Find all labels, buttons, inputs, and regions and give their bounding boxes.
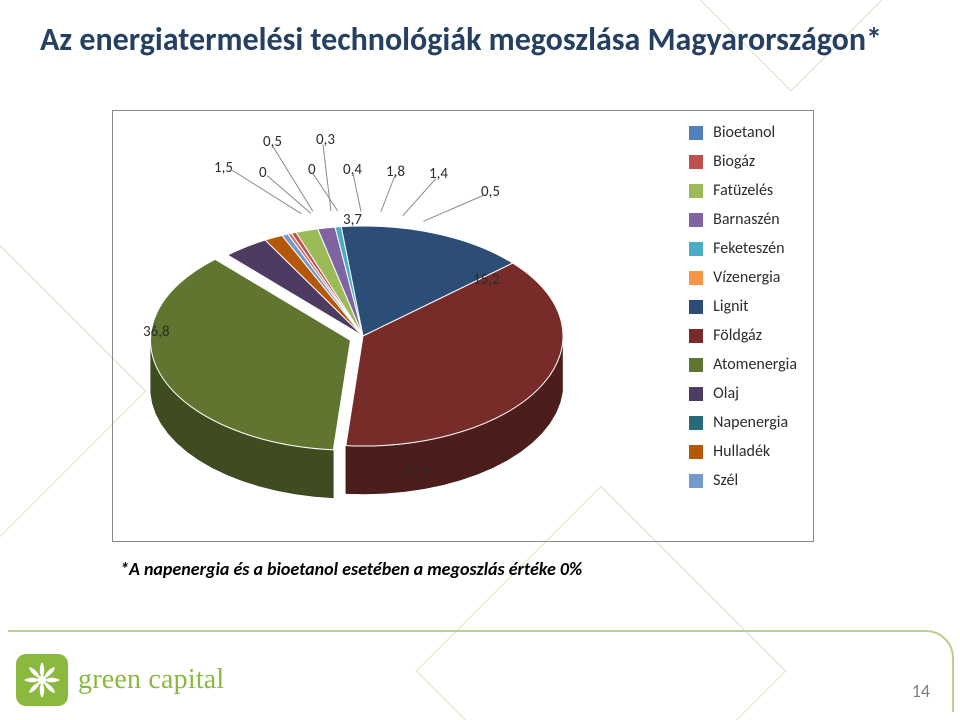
chart-data-label: 0,5 (263, 133, 282, 151)
legend-item: Földgáz (689, 326, 797, 345)
legend-swatch (689, 242, 703, 256)
legend-label: Olaj (713, 384, 739, 403)
legend-label: Fatüzelés (713, 181, 773, 200)
legend-item: Olaj (689, 384, 797, 403)
chart-data-label: 37,9 (403, 463, 430, 481)
chart-data-label: 36,8 (143, 323, 170, 341)
legend-swatch (689, 126, 703, 140)
legend-item: Vízenergia (689, 268, 797, 287)
chart-data-label: 0 (259, 164, 267, 182)
chart-data-label: 15,2 (473, 271, 500, 289)
chart-legend: Bioetanol Biogáz Fatüzelés Barnaszén Feketes… (689, 123, 797, 500)
chart-data-label: 1,4 (429, 165, 448, 183)
legend-swatch (689, 213, 703, 227)
legend-swatch (689, 387, 703, 401)
legend-swatch (689, 271, 703, 285)
logo: green capital (16, 654, 224, 706)
logo-text: green capital (78, 664, 224, 696)
legend-label: Bioetanol (713, 123, 775, 142)
legend-label: Barnaszén (713, 210, 779, 229)
legend-swatch (689, 358, 703, 372)
legend-swatch (689, 155, 703, 169)
legend-item: Atomenergia (689, 355, 797, 374)
legend-swatch (689, 445, 703, 459)
legend-label: Feketeszén (713, 239, 784, 258)
chart-data-label: 0,3 (316, 131, 335, 149)
legend-swatch (689, 300, 703, 314)
slide: Az energiatermelési technológiák megoszl… (0, 0, 960, 720)
legend-swatch (689, 329, 703, 343)
legend-label: Napenergia (713, 413, 788, 432)
legend-item: Napenergia (689, 413, 797, 432)
legend-swatch (689, 416, 703, 430)
pie-chart-frame: Bioetanol Biogáz Fatüzelés Barnaszén Feketes… (112, 110, 814, 542)
legend-item: Feketeszén (689, 239, 797, 258)
footnote: *A napenergia és a bioetanol esetében a … (120, 558, 582, 580)
legend-label: Biogáz (713, 152, 755, 171)
legend-item: Barnaszén (689, 210, 797, 229)
chart-data-label: 0,5 (481, 183, 500, 201)
slide-title: Az energiatermelési technológiák megoszl… (40, 22, 920, 59)
legend-item: Lignit (689, 297, 797, 316)
legend-swatch (689, 184, 703, 198)
legend-item: Fatüzelés (689, 181, 797, 200)
chart-data-label: 3,7 (343, 211, 362, 229)
legend-item: Hulladék (689, 442, 797, 461)
legend-label: Földgáz (713, 326, 762, 345)
legend-label: Vízenergia (713, 268, 780, 287)
chart-data-label: 1,8 (386, 163, 405, 181)
legend-label: Hulladék (713, 442, 770, 461)
chart-data-label: 1,5 (214, 159, 233, 177)
legend-item: Biogáz (689, 152, 797, 171)
page-number: 14 (912, 680, 930, 702)
legend-label: Lignit (713, 297, 748, 316)
logo-icon (16, 654, 68, 706)
legend-label: Atomenergia (713, 355, 797, 374)
legend-item: Szél (689, 471, 797, 490)
legend-swatch (689, 474, 703, 488)
legend-label: Szél (713, 471, 738, 490)
legend-item: Bioetanol (689, 123, 797, 142)
